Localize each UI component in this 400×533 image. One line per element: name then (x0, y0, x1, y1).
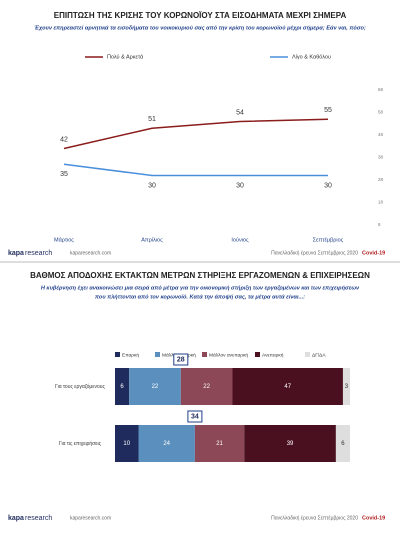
data-label: 21 (216, 441, 223, 447)
bar-segment (194, 425, 245, 462)
chart-subtitle: Έχουν επηρεαστεί αρνητικά τα εισοδήματα … (34, 25, 366, 31)
legend-label: Λίγο & Καθόλου (292, 53, 331, 60)
bar-segment (335, 425, 350, 462)
legend-label: Μάλλον ανεπαρκή (209, 351, 248, 358)
legend-label: Πολύ & Αρκετά (107, 53, 144, 60)
y-tick-label: 68 (378, 87, 384, 92)
brand-logo: research (25, 250, 52, 257)
category-label: Για τις επιχειρήσεις (59, 440, 102, 447)
data-label: 35 (60, 171, 68, 178)
data-label: 39 (287, 441, 294, 447)
y-tick-label: 18 (378, 200, 384, 205)
data-label: 54 (236, 109, 244, 116)
data-label: 10 (123, 441, 130, 447)
survey-note: Πανελλαδική έρευνα Σεπτέμβριος 2020 (271, 514, 358, 521)
brand-logo: research (25, 515, 52, 522)
legend-label: ΔΓ/ΔΑ (312, 352, 326, 358)
y-tick-label: 48 (378, 132, 384, 137)
data-label: 42 (60, 136, 68, 143)
y-tick-label: 38 (378, 155, 384, 160)
survey-tag: Covid-19 (362, 250, 385, 256)
data-label: 47 (284, 384, 291, 390)
y-tick-label: 58 (378, 110, 384, 115)
site-url: kaparesearch.com (70, 515, 111, 521)
data-label: 30 (148, 182, 156, 189)
bar-segment (180, 368, 233, 405)
data-label: 6 (341, 441, 345, 447)
bar-segment (342, 368, 350, 405)
data-label: 24 (163, 441, 170, 447)
data-label: 22 (152, 384, 159, 390)
bar-segment (129, 368, 181, 405)
brand-logo: kapa (8, 250, 24, 257)
annotation: 28 (177, 356, 185, 363)
series-line (63, 118, 329, 150)
bar-segment (115, 425, 139, 462)
chart-subtitle: που πλήττονται από τον κορωνοϊό. Κατά τη… (95, 294, 305, 300)
chart-title: ΒΑΘΜΟΣ ΑΠΟΔΟΧΗΣ ΕΚΤΑΚΤΩΝ ΜΕΤΡΩΝ ΣΤΗΡΙΞΗΣ… (30, 271, 370, 280)
bar-segment (232, 368, 343, 405)
data-label: 30 (236, 182, 244, 189)
bar-segment (244, 425, 336, 462)
chart-title: ΕΠΙΠΤΩΣΗ ΤΗΣ ΚΡΙΣΗΣ ΤΟΥ ΚΟΡΩΝΟΪΟΥ ΣΤΑ ΕΙ… (54, 11, 347, 20)
bar-segment (115, 368, 130, 405)
annotation-box (173, 353, 189, 366)
data-label: 6 (120, 384, 124, 390)
data-label: 22 (203, 384, 210, 390)
bar-segment (138, 425, 195, 462)
data-label: 55 (324, 107, 332, 114)
x-tick-label: Ιούνιος (231, 236, 249, 243)
site-url: kaparesearch.com (70, 250, 111, 256)
data-label: 3 (345, 384, 349, 390)
legend-swatch (202, 352, 207, 357)
legend-swatch (155, 352, 160, 357)
legend-swatch (115, 352, 120, 357)
chart-subtitle: Η κυβέρνηση έχει ανακοινώσει μια σειρά α… (41, 285, 360, 291)
x-tick-label: Σεπτέμβριος (313, 236, 344, 243)
legend-swatch (255, 352, 260, 357)
survey-tag: Covid-19 (362, 515, 385, 521)
data-label: 30 (324, 182, 332, 189)
annotation-box (187, 410, 203, 423)
y-tick-label: 8 (378, 222, 381, 227)
survey-note: Πανελλαδική έρευνα Σεπτέμβριος 2020 (271, 249, 358, 256)
brand-logo: kapa (8, 515, 24, 522)
x-tick-label: Μάρτιος (54, 236, 74, 243)
series-line (63, 163, 328, 177)
annotation: 34 (191, 413, 199, 420)
x-tick-label: Απρίλιος (141, 237, 163, 243)
y-tick-label: 28 (378, 177, 384, 182)
data-label: 51 (148, 116, 156, 123)
category-label: Για τους εργαζόμενους (55, 383, 105, 390)
legend-label: Επαρκή (122, 351, 139, 358)
legend-label: Ανεπαρκή (262, 351, 284, 358)
legend-swatch (305, 352, 310, 357)
